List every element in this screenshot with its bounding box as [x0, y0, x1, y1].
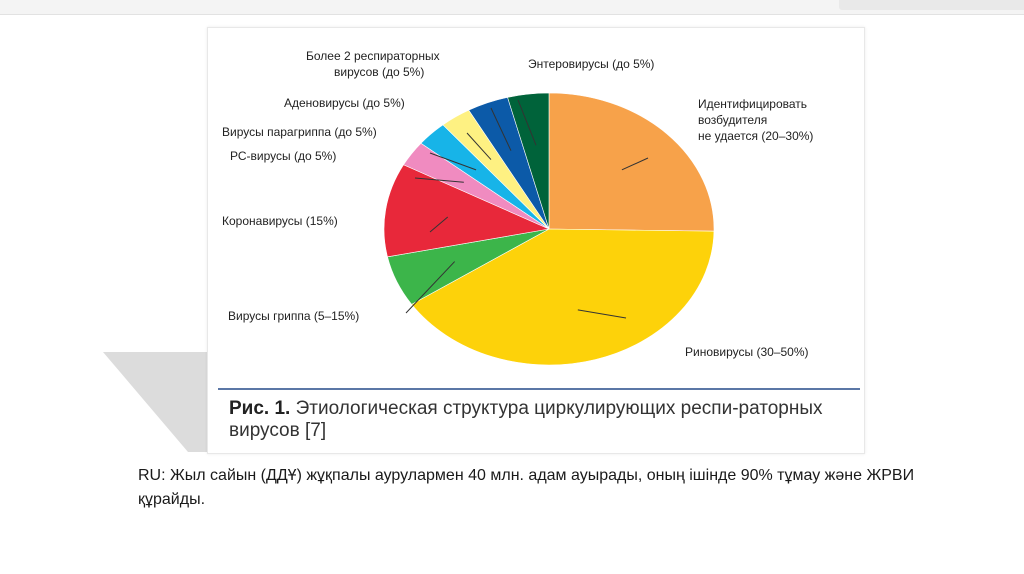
top-bar — [0, 0, 1024, 15]
slice-label: Аденовирусы (до 5%) — [284, 96, 405, 110]
pie-slice — [383, 164, 551, 258]
leader-line — [429, 152, 477, 171]
leader-line — [490, 107, 512, 151]
footer-text: RU: Жыл сайын (ДДҰ) жұқпалы аурулармен 4… — [138, 467, 915, 508]
caption-rule — [218, 388, 860, 390]
caption-text: Этиологическая структура циркулирующих р… — [229, 398, 823, 441]
slice-label: Вирусы парагриппа (до 5%) — [222, 125, 377, 139]
leader-line — [517, 99, 537, 146]
pie-chart: Идентифицировать возбудителя не удается (2… — [222, 49, 813, 366]
slice-label: Более 2 респираторных вирусов (до 5%) — [306, 49, 440, 79]
slice-label: Риновирусы (30–50%) — [685, 345, 808, 359]
slice-label: РС-вирусы (до 5%) — [230, 149, 336, 163]
caption-label: Рис. 1. — [229, 398, 291, 419]
pie-slice — [548, 92, 715, 232]
slice-label: Коронавирусы (15%) — [222, 214, 338, 228]
figure-caption: Рис. 1. Этиологическая структура циркули… — [229, 398, 849, 442]
top-bar-tab — [839, 0, 1024, 10]
leader-line — [429, 216, 449, 233]
leader-line — [414, 177, 464, 183]
leader-line — [621, 157, 649, 171]
slice-label: Вирусы гриппа (5–15%) — [228, 309, 359, 323]
slice-label: Энтеровирусы (до 5%) — [528, 57, 654, 71]
leader-line — [577, 309, 627, 319]
pie-slice — [507, 92, 550, 230]
chart-figure: Идентифицировать возбудителя не удается (2… — [207, 27, 865, 454]
slice-label: Идентифицировать возбудителя не удается (2… — [698, 97, 813, 143]
leader-line — [466, 132, 492, 160]
leader-line — [405, 261, 456, 314]
